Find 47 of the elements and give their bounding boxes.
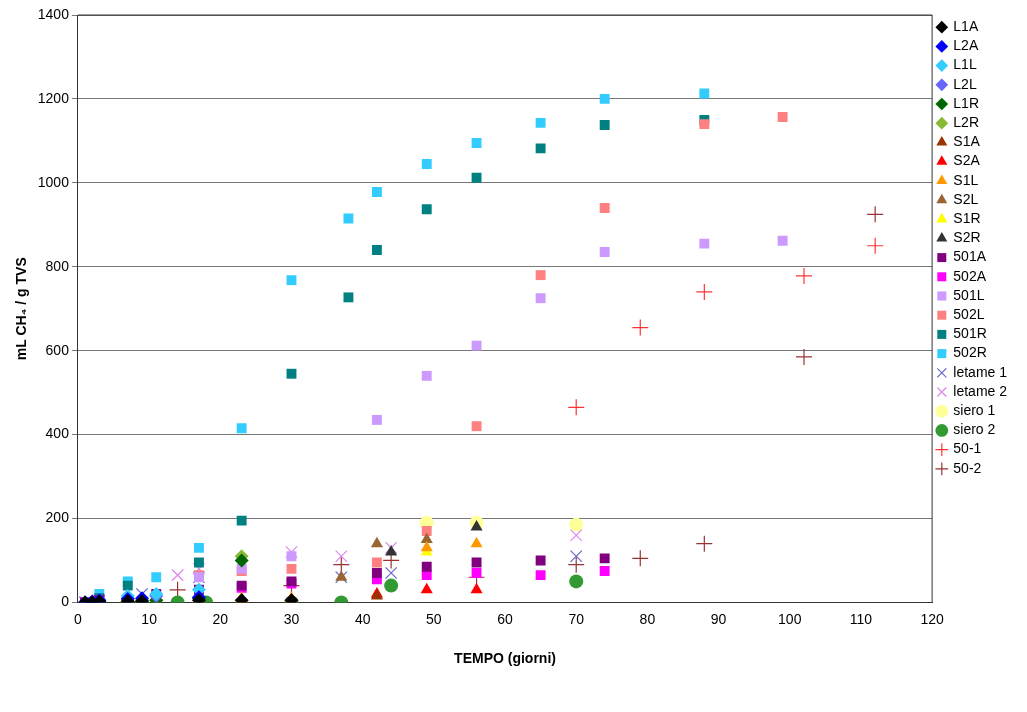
legend-label: L1L: [953, 56, 977, 73]
legend-label: S2R: [953, 229, 981, 246]
y-tick-label: 600: [45, 341, 70, 358]
x-tick-label: 80: [639, 610, 656, 627]
legend-label: 50-1: [953, 440, 982, 457]
legend-label: 50-2: [953, 459, 982, 476]
x-tick-label: 120: [920, 610, 944, 627]
legend-label: 502L: [953, 306, 985, 323]
legend-label: S2A: [953, 152, 981, 169]
legend-label: 501A: [953, 248, 987, 265]
y-axis-title: mL CH₄ / g TVS: [13, 257, 30, 361]
x-tick-label: 50: [426, 610, 442, 627]
legend-label: L1A: [953, 18, 979, 35]
legend-label: siero 1: [953, 402, 996, 419]
y-tick-label: 1000: [37, 173, 70, 190]
y-tick-label: 0: [61, 593, 70, 610]
x-tick-label: 110: [849, 610, 873, 627]
legend-label: L2A: [953, 37, 979, 54]
legend-label: S1R: [953, 210, 981, 227]
x-tick-label: 90: [710, 610, 727, 627]
legend-label: S1L: [953, 171, 979, 188]
legend-label: S2L: [953, 190, 979, 207]
legend-label: L2L: [953, 75, 977, 92]
legend-label: L2R: [953, 114, 979, 131]
x-tick-label: 70: [568, 610, 585, 627]
x-tick-label: 100: [778, 610, 802, 627]
legend-label: S1A: [953, 133, 981, 150]
x-tick-label: 60: [497, 610, 514, 627]
x-tick-label: 40: [354, 610, 371, 627]
y-tick-label: 200: [45, 509, 70, 526]
y-tick-label: 400: [45, 425, 70, 442]
legend-label: 502A: [953, 267, 987, 284]
x-tick-label: 0: [74, 610, 83, 627]
x-tick-label: 30: [283, 610, 300, 627]
legend-label: 502R: [953, 344, 987, 361]
legend-label: L1R: [953, 94, 979, 111]
x-tick-label: 10: [141, 610, 158, 627]
y-tick-label: 800: [45, 257, 70, 274]
legend-label: letame 2: [953, 382, 1008, 399]
y-tick-label: 1400: [37, 5, 70, 22]
legend-label: letame 1: [953, 363, 1008, 380]
y-tick-label: 1200: [37, 89, 70, 106]
x-tick-label: 20: [212, 610, 229, 627]
x-axis-title: TEMPO (giorni): [454, 650, 556, 667]
legend-label: 501R: [953, 325, 987, 342]
legend-label: 501L: [953, 286, 985, 303]
legend-label: siero 2: [953, 421, 996, 438]
